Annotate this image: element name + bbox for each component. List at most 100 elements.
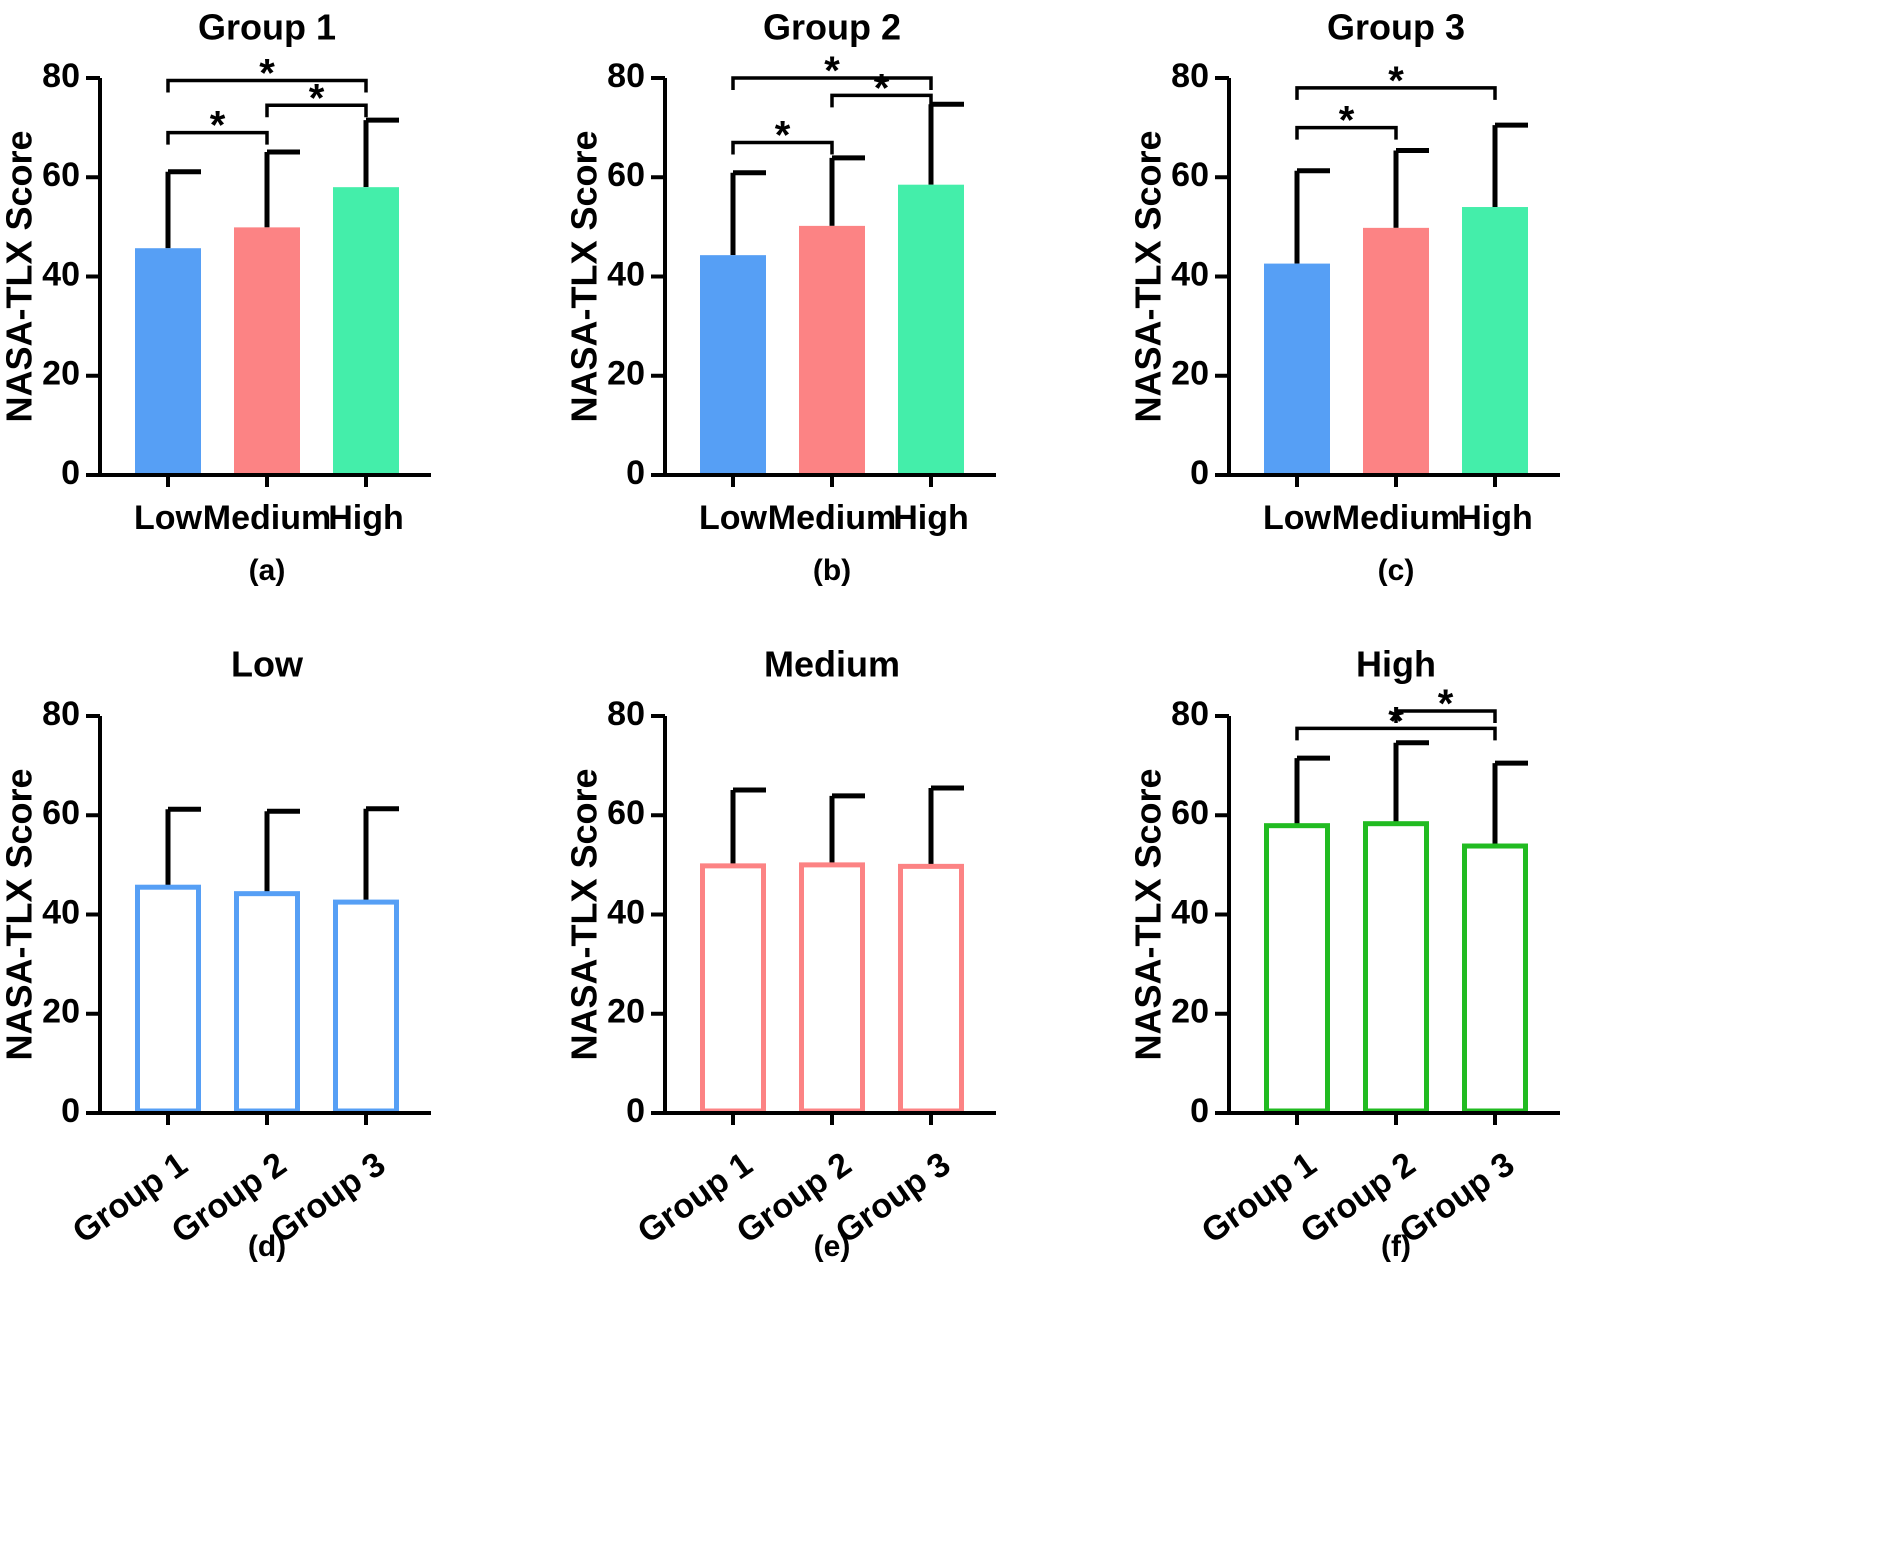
panel-c: Group 3 NASA-TLX Score 0 20 40 60 80 Low MediumH… <box>1128 7 1560 587</box>
significance-bracket <box>166 130 269 145</box>
y-tick-label: 60 <box>42 794 80 832</box>
chart-title: Group 3 <box>1327 7 1465 48</box>
x-tick-label: Group 3 <box>1393 1145 1522 1251</box>
y-axis-label: NASA-TLX Score <box>1128 130 1169 422</box>
y-tick-label: 80 <box>42 57 80 95</box>
bar <box>234 891 300 1114</box>
bar <box>700 863 766 1114</box>
bar <box>333 899 399 1114</box>
panel-b: Group 2 NASA-TLX Score 0 20 40 60 80 Low MediumH… <box>564 7 996 587</box>
x-tick-label: Medium <box>203 499 331 537</box>
bar <box>1363 821 1429 1114</box>
y-tick-label: 40 <box>1171 893 1209 931</box>
y-tick-label: 40 <box>1171 255 1209 293</box>
x-tick-label: High <box>328 499 404 537</box>
y-tick-label: 20 <box>607 355 645 393</box>
bar <box>700 255 766 475</box>
significance-star: * <box>775 114 791 158</box>
bar <box>1264 263 1330 475</box>
y-tick-label: 40 <box>607 893 645 931</box>
y-tick-label: 20 <box>42 993 80 1031</box>
x-tick-label: Low <box>134 499 203 537</box>
significance-bracket <box>1295 125 1398 140</box>
y-tick-label: 80 <box>607 695 645 733</box>
y-tick-label: 60 <box>1171 156 1209 194</box>
y-tick-label: 60 <box>607 156 645 194</box>
panel-label: (b) <box>813 554 851 587</box>
significance-bracket <box>1295 86 1497 100</box>
x-tick-label: Medium <box>768 499 896 537</box>
panel-label: (a) <box>249 554 286 587</box>
bar <box>234 227 300 475</box>
significance-star: * <box>874 66 890 110</box>
panel-a: Group 1 NASA-TLX Score 0 20 40 60 80 Low MediumH… <box>0 7 431 587</box>
y-axis-label: NASA-TLX Score <box>1128 768 1169 1060</box>
y-tick-label: 60 <box>1171 794 1209 832</box>
y-axis-label: NASA-TLX Score <box>0 130 40 422</box>
significance-bracket <box>1295 726 1497 741</box>
bar <box>898 863 964 1114</box>
panel-label: (e) <box>814 1230 851 1263</box>
bar <box>1462 207 1528 475</box>
y-tick-label: 80 <box>607 57 645 95</box>
significance-star: * <box>1388 699 1404 743</box>
y-tick-label: 60 <box>42 156 80 194</box>
panel-label: (d) <box>248 1230 286 1263</box>
y-tick-label: 80 <box>1171 57 1209 95</box>
x-tick-label: High <box>1457 499 1533 537</box>
y-tick-label: 60 <box>607 794 645 832</box>
y-axis-label: NASA-TLX Score <box>0 768 40 1060</box>
y-tick-label: 0 <box>61 454 80 492</box>
significance-bracket <box>830 93 933 108</box>
bar <box>799 862 865 1114</box>
significance-star: * <box>1388 59 1404 103</box>
significance-star: * <box>824 49 840 93</box>
bar <box>799 225 865 475</box>
bar <box>1363 227 1429 475</box>
y-tick-label: 20 <box>1171 993 1209 1031</box>
chart-title: Medium <box>764 644 900 685</box>
panel-label: (f) <box>1381 1230 1411 1263</box>
significance-bracket <box>166 78 368 93</box>
y-tick-label: 80 <box>1171 695 1209 733</box>
y-tick-label: 0 <box>1190 1092 1209 1130</box>
x-tick-label: Low <box>699 499 768 537</box>
y-tick-label: 0 <box>626 454 645 492</box>
significance-star: * <box>309 76 325 120</box>
bar <box>135 248 201 475</box>
y-tick-label: 40 <box>42 893 80 931</box>
y-tick-label: 0 <box>626 1092 645 1130</box>
significance-star: * <box>210 104 226 148</box>
bar <box>1462 843 1528 1114</box>
significance-bracket <box>731 140 834 155</box>
y-tick-label: 80 <box>42 695 80 733</box>
y-tick-label: 20 <box>607 993 645 1031</box>
bar <box>333 187 399 476</box>
x-tick-label: High <box>893 499 969 537</box>
y-tick-label: 20 <box>1171 355 1209 393</box>
chart-title: Group 1 <box>198 7 336 48</box>
bar <box>1264 823 1330 1114</box>
y-tick-label: 0 <box>61 1092 80 1130</box>
y-tick-label: 40 <box>42 255 80 293</box>
y-axis-label: NASA-TLX Score <box>564 130 605 422</box>
y-tick-label: 40 <box>607 255 645 293</box>
significance-bracket <box>1394 709 1497 724</box>
y-tick-label: 0 <box>1190 454 1209 492</box>
significance-bracket <box>731 76 933 90</box>
x-tick-label: Low <box>1263 499 1332 537</box>
chart-title: Low <box>231 644 304 685</box>
x-tick-label: Medium <box>1332 499 1460 537</box>
significance-star: * <box>1339 99 1355 143</box>
y-axis-label: NASA-TLX Score <box>564 768 605 1060</box>
chart-title: Group 2 <box>763 7 901 48</box>
chart-title: High <box>1356 644 1436 685</box>
bar <box>135 884 201 1114</box>
significance-star: * <box>259 51 275 95</box>
significance-bracket <box>265 103 368 118</box>
y-tick-label: 20 <box>42 355 80 393</box>
